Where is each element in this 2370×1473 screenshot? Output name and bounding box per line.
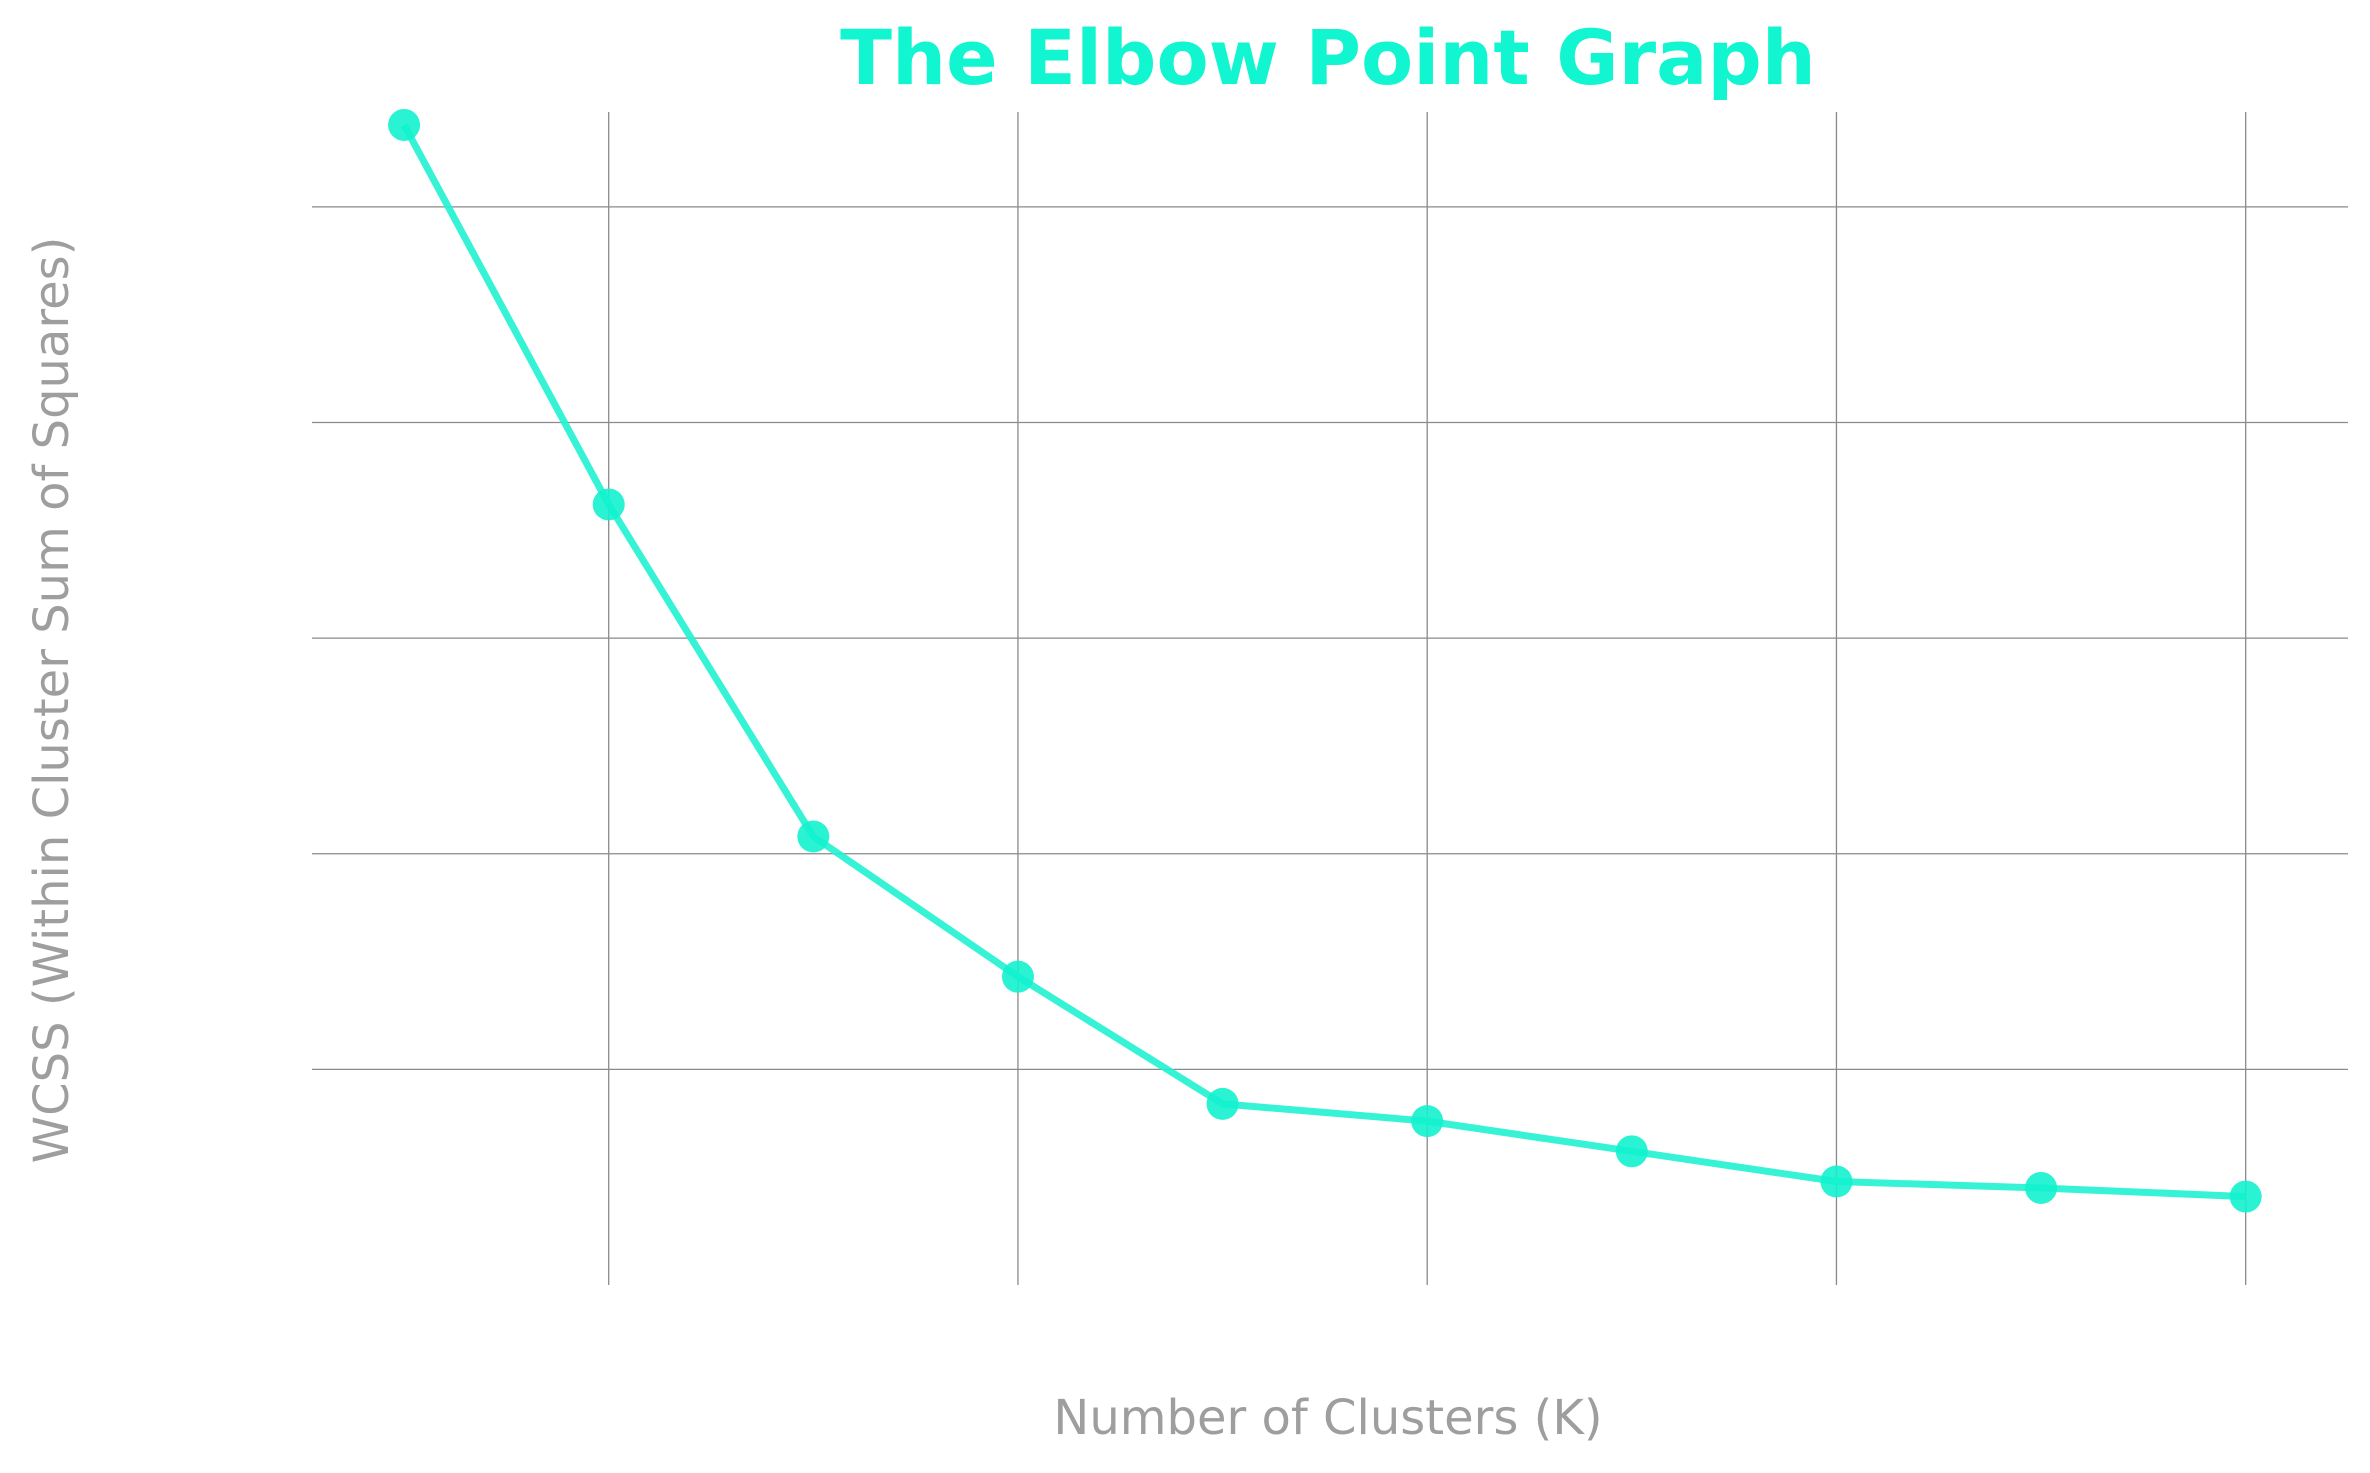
x-axis-label: Number of Clusters (K)	[1053, 1390, 1602, 1446]
chart-title: The Elbow Point Graph	[840, 13, 1816, 102]
data-point	[1820, 1165, 1853, 1198]
series-line	[400, 123, 2246, 1201]
grid	[312, 112, 2348, 1285]
data-point	[797, 820, 830, 853]
data-point	[2229, 1180, 2262, 1213]
data-point	[1001, 960, 1034, 993]
data-point	[592, 488, 625, 521]
series-wcss	[388, 108, 2262, 1213]
data-point	[1615, 1135, 1648, 1168]
data-point	[1411, 1105, 1444, 1138]
data-point	[388, 108, 421, 141]
y-axis-label: WCSS (Within Cluster Sum of Squares)	[24, 237, 80, 1164]
data-point	[1206, 1087, 1239, 1120]
data-point	[2025, 1171, 2058, 1204]
